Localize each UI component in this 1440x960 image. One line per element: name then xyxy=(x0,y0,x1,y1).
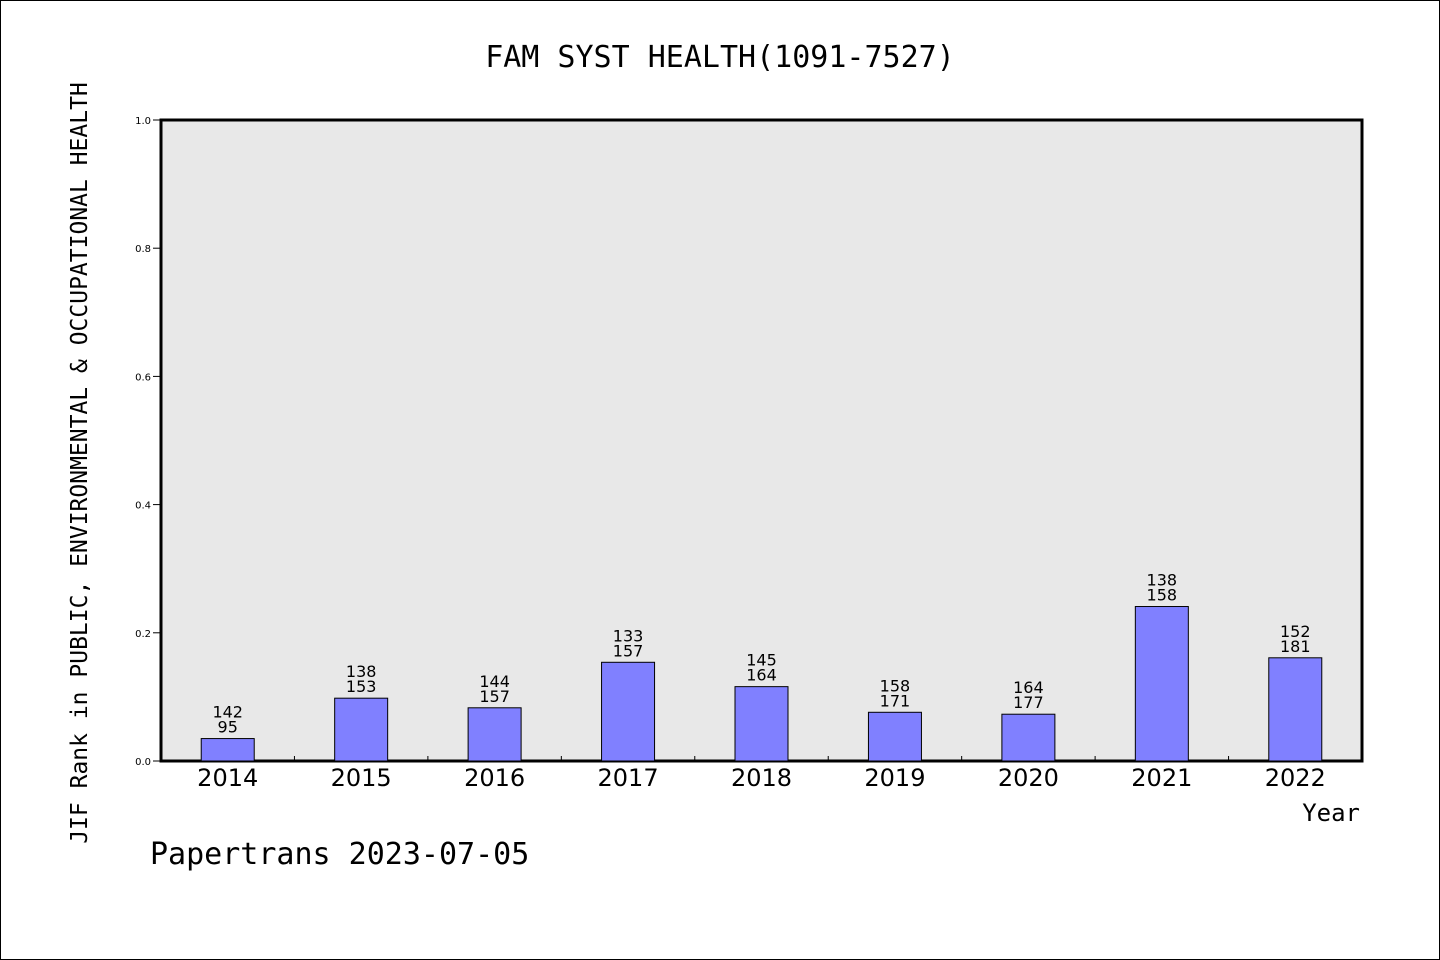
x-tick-label: 2020 xyxy=(998,764,1059,792)
bar-2022 xyxy=(1268,657,1323,762)
y-tick-label: 0.4 xyxy=(135,501,151,512)
bar-2017 xyxy=(601,661,656,762)
bar-2021 xyxy=(1134,606,1189,762)
bar-label-rank: 164 xyxy=(1013,678,1044,697)
x-axis-label: Year xyxy=(1302,799,1360,827)
y-axis-label: JIF Rank in PUBLIC, ENVIRONMENTAL & OCCU… xyxy=(67,82,93,844)
x-tick-label: 2019 xyxy=(864,764,925,792)
bar-label-rank: 145 xyxy=(746,651,777,670)
bar-label-rank: 144 xyxy=(479,672,510,691)
y-tick-label: 0.6 xyxy=(135,372,151,383)
y-tick-label: 0.8 xyxy=(135,244,151,255)
bar-2014 xyxy=(200,738,255,762)
bar-2018 xyxy=(734,686,789,762)
bar-series xyxy=(200,606,1323,762)
bar-label-rank: 133 xyxy=(613,626,644,645)
x-tick-label: 2018 xyxy=(731,764,792,792)
footer-credit: Papertrans 2023-07-05 xyxy=(150,837,529,872)
bar-label-total: 181 xyxy=(1280,637,1311,656)
x-tick-label: 2021 xyxy=(1131,764,1192,792)
y-tick-label: 1.0 xyxy=(135,116,151,127)
y-axis: 0.0 0.2 0.4 0.6 0.8 1.0 xyxy=(135,116,161,768)
bar-2019 xyxy=(867,711,922,762)
bar-2015 xyxy=(334,697,389,762)
y-tick-label: 0.2 xyxy=(135,629,151,640)
x-tick-label: 2022 xyxy=(1265,764,1326,792)
bar-label-rank: 152 xyxy=(1280,622,1311,641)
x-tick-label: 2016 xyxy=(464,764,525,792)
bar-label-total: 157 xyxy=(479,687,510,706)
bar-label-total: 164 xyxy=(746,666,777,685)
bar-label-total: 95 xyxy=(218,718,238,737)
bar-label-rank: 138 xyxy=(1147,571,1178,590)
x-tick-label: 2017 xyxy=(598,764,659,792)
bar-label-total: 157 xyxy=(613,641,644,660)
x-tick-label: 2015 xyxy=(331,764,392,792)
bar-2016 xyxy=(467,707,522,762)
x-axis xyxy=(293,756,1230,761)
x-tick-labels: 2014 2015 2016 2017 2018 2019 2020 2021 2022 xyxy=(197,764,1326,792)
bar-label-total: 153 xyxy=(346,677,377,696)
bar-label-rank: 142 xyxy=(212,703,243,722)
y-tick-label: 0.0 xyxy=(135,757,151,768)
bar-label-total: 171 xyxy=(880,691,911,710)
bar-label-total: 177 xyxy=(1013,693,1044,712)
bar-label-total: 158 xyxy=(1147,586,1178,605)
x-tick-label: 2014 xyxy=(197,764,258,792)
chart-title: FAM SYST HEALTH(1091-7527) xyxy=(485,40,955,75)
bar-2020 xyxy=(1001,713,1056,762)
bar-label-rank: 138 xyxy=(346,662,377,681)
bar-label-rank: 158 xyxy=(880,676,911,695)
